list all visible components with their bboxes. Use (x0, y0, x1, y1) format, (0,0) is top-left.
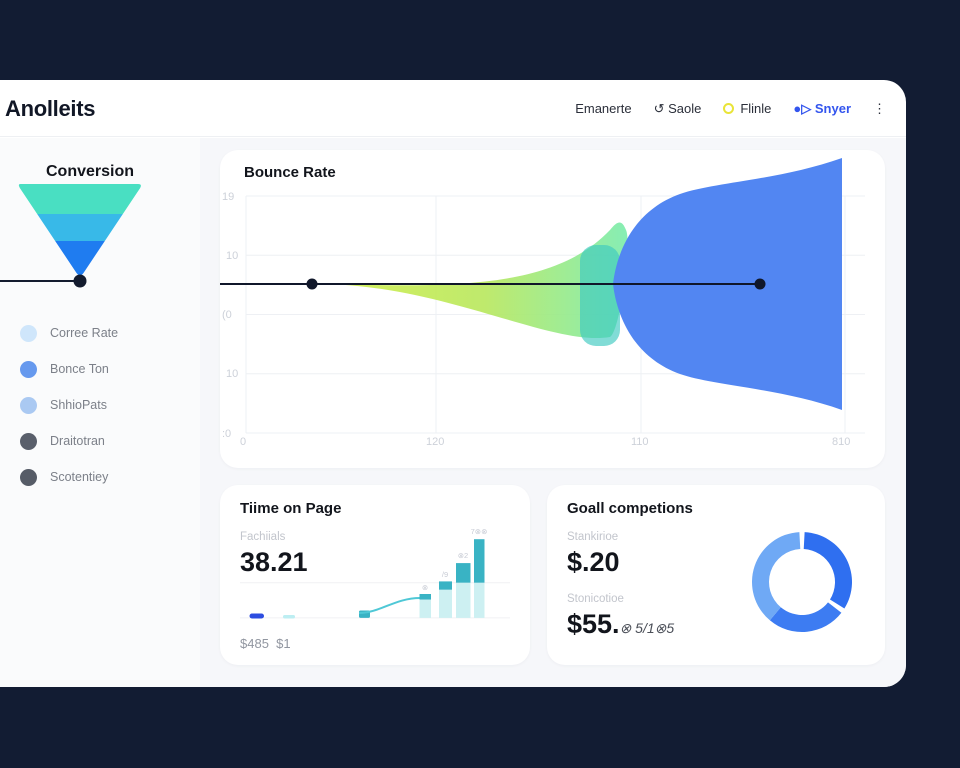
svg-text:110: 110 (631, 436, 649, 448)
svg-text:120: 120 (426, 436, 444, 448)
svg-text:10: 10 (226, 368, 238, 380)
svg-text:19: 19 (222, 191, 234, 203)
svg-text:810: 810 (832, 436, 850, 448)
svg-text::0: :0 (222, 428, 231, 440)
svg-text:⊗: ⊗ (422, 583, 428, 592)
svg-text:⊗2: ⊗2 (458, 551, 468, 560)
svg-text:10: 10 (226, 250, 238, 262)
svg-text:0: 0 (240, 436, 246, 448)
svg-text:(0: (0 (222, 309, 232, 321)
svg-text:7⊗⊗: 7⊗⊗ (471, 527, 488, 536)
svg-text:/9: /9 (442, 570, 448, 579)
